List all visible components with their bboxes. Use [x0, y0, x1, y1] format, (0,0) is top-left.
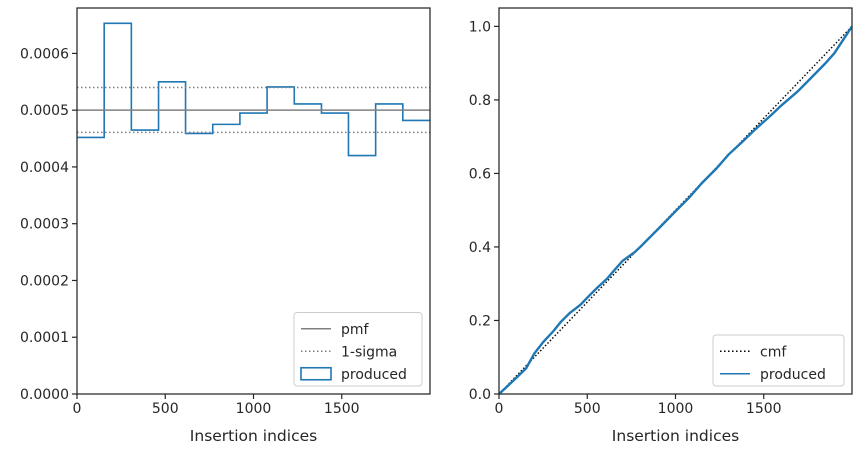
legend-label-1-sigma: 1-sigma [341, 344, 397, 360]
x-axis-label: Insertion indices [612, 427, 739, 445]
y-tick-label: 0.0002 [20, 273, 69, 289]
left-chart-pmf-panel: 0 500 1000 1500 0.0000 0.0001 0.0002 0.0003 0.00… [20, 7, 431, 445]
legend-label-pmf: pmf [341, 322, 370, 338]
y-tick-label: 0.0003 [20, 217, 69, 233]
legend-label-produced: produced [341, 367, 407, 383]
y-tick-label: 0.0000 [20, 387, 69, 403]
x-tick-label: 500 [152, 401, 179, 417]
y-tick-label: 0.0001 [20, 330, 69, 346]
y-tick-label: 0.4 [469, 240, 491, 256]
series-cmf-line [499, 25, 852, 394]
y-tick-label: 0.0005 [20, 103, 69, 119]
y-tick-label: 0.0 [469, 387, 491, 403]
legend-label-cmf: cmf [760, 344, 787, 360]
y-tick-label: 0.8 [469, 93, 491, 109]
x-tick-label: 500 [574, 401, 601, 417]
y-tick-label: 0.6 [469, 166, 491, 182]
series-produced-step [77, 22, 430, 157]
plot-area [499, 25, 852, 394]
x-tick-label: 1500 [324, 401, 360, 417]
x-axis-label: Insertion indices [190, 427, 317, 445]
x-tick-label: 1000 [236, 401, 272, 417]
legend-swatch-produced [300, 366, 332, 381]
series-produced-line [499, 25, 852, 394]
x-tick-label: 1500 [746, 401, 782, 417]
y-tick-label: 0.0006 [20, 46, 69, 62]
legend: pmf 1-sigma produced [293, 312, 423, 387]
plot-area [77, 22, 430, 157]
x-tick-label: 1000 [658, 401, 694, 417]
x-tick-label: 0 [73, 401, 82, 417]
y-tick-label: 0.0004 [20, 160, 69, 176]
y-tick-label: 1.0 [469, 19, 491, 35]
y-tick-label: 0.2 [469, 313, 491, 329]
right-chart-cmf-panel: 0 500 1000 1500 0.0 0.2 0.4 0.6 0.8 1.0 Insertion … [469, 7, 853, 445]
legend-label-produced: produced [760, 367, 826, 383]
x-tick-label: 0 [495, 401, 504, 417]
legend: cmf produced [712, 334, 845, 387]
